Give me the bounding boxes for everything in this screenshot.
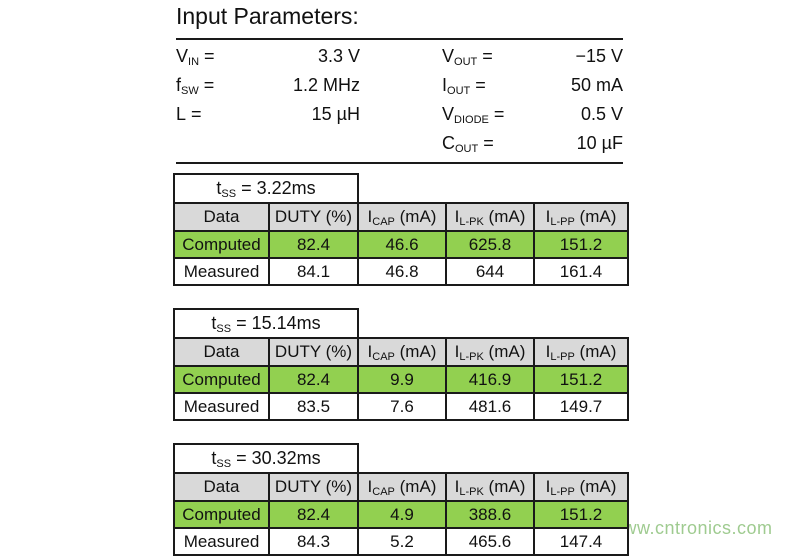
table-header-row: Data DUTY (%) ICAP (mA) IL-PK (mA) IL-PP…: [173, 337, 629, 367]
row-label-cell: Computed: [173, 230, 270, 259]
table-block-tss-15-14ms: tSS = 15.14ms Data DUTY (%) ICAP (mA) IL…: [173, 308, 629, 421]
page-title: Input Parameters:: [176, 3, 359, 29]
value-cell: 644: [445, 257, 535, 286]
input-parameters-section: VIN = 3.3 V VOUT = −15 V fSW = 1.2 MHz I…: [176, 38, 623, 164]
header-cell-icap: ICAP (mA): [357, 472, 447, 502]
table-caption: tSS = 15.14ms: [173, 308, 359, 339]
data-table: Data DUTY (%) ICAP (mA) IL-PK (mA) IL-PP…: [173, 202, 629, 286]
value-cell: 147.4: [533, 527, 629, 556]
param-value: 15 µH: [311, 104, 360, 124]
value-cell: 9.9: [357, 365, 447, 394]
parameter-row: COUT = 10 µF: [176, 129, 623, 158]
param-label: VOUT =: [442, 46, 493, 68]
value-cell: 481.6: [445, 392, 535, 421]
header-cell-duty: DUTY (%): [268, 337, 359, 367]
header-cell-icap: ICAP (mA): [357, 202, 447, 232]
table-header-row: Data DUTY (%) ICAP (mA) IL-PK (mA) IL-PP…: [173, 202, 629, 232]
data-table: Data DUTY (%) ICAP (mA) IL-PK (mA) IL-PP…: [173, 472, 629, 556]
measured-row: Measured 84.3 5.2 465.6 147.4: [173, 527, 629, 556]
value-cell: 149.7: [533, 392, 629, 421]
table-caption: tSS = 30.32ms: [173, 443, 359, 474]
value-cell: 416.9: [445, 365, 535, 394]
computed-row: Computed 82.4 4.9 388.6 151.2: [173, 500, 629, 529]
computed-row: Computed 82.4 9.9 416.9 151.2: [173, 365, 629, 394]
computed-row: Computed 82.4 46.6 625.8 151.2: [173, 230, 629, 259]
header-cell-icap: ICAP (mA): [357, 337, 447, 367]
value-cell: 151.2: [533, 365, 629, 394]
value-cell: 388.6: [445, 500, 535, 529]
value-cell: 151.2: [533, 500, 629, 529]
row-label-cell: Measured: [173, 257, 270, 286]
value-cell: 151.2: [533, 230, 629, 259]
parameter-row: L = 15 µH VDIODE = 0.5 V: [176, 100, 623, 129]
value-cell: 4.9: [357, 500, 447, 529]
param-value: −15 V: [575, 46, 623, 66]
param-label: L =: [176, 104, 202, 124]
param-label: IOUT =: [442, 75, 486, 97]
row-label-cell: Computed: [173, 365, 270, 394]
param-label: fSW =: [176, 75, 215, 97]
param-value: 0.5 V: [580, 104, 623, 124]
value-cell: 5.2: [357, 527, 447, 556]
value-cell: 7.6: [357, 392, 447, 421]
value-cell: 82.4: [268, 230, 359, 259]
table-block-tss-3-22ms: tSS = 3.22ms Data DUTY (%) ICAP (mA) IL-…: [173, 173, 629, 286]
header-cell-duty: DUTY (%): [268, 472, 359, 502]
table-header-row: Data DUTY (%) ICAP (mA) IL-PK (mA) IL-PP…: [173, 472, 629, 502]
header-cell-ilpk: IL-PK (mA): [445, 472, 535, 502]
header-cell-data: Data: [173, 202, 270, 232]
measured-row: Measured 84.1 46.8 644 161.4: [173, 257, 629, 286]
row-label-cell: Measured: [173, 527, 270, 556]
header-cell-duty: DUTY (%): [268, 202, 359, 232]
measured-row: Measured 83.5 7.6 481.6 149.7: [173, 392, 629, 421]
header-cell-ilpk: IL-PK (mA): [445, 202, 535, 232]
table-caption: tSS = 3.22ms: [173, 173, 359, 204]
param-label: COUT =: [442, 133, 494, 155]
value-cell: 465.6: [445, 527, 535, 556]
param-value: 10 µF: [576, 133, 623, 153]
param-value: 3.3 V: [317, 46, 360, 66]
data-table: Data DUTY (%) ICAP (mA) IL-PK (mA) IL-PP…: [173, 337, 629, 421]
value-cell: 46.6: [357, 230, 447, 259]
header-cell-data: Data: [173, 472, 270, 502]
value-cell: 82.4: [268, 365, 359, 394]
header-cell-data: Data: [173, 337, 270, 367]
param-value: 50 mA: [570, 75, 623, 95]
header-cell-ilpp: IL-PP (mA): [533, 202, 629, 232]
row-label-cell: Computed: [173, 500, 270, 529]
param-label: VDIODE =: [442, 104, 505, 126]
value-cell: 84.1: [268, 257, 359, 286]
header-cell-ilpk: IL-PK (mA): [445, 337, 535, 367]
header-cell-ilpp: IL-PP (mA): [533, 472, 629, 502]
value-cell: 84.3: [268, 527, 359, 556]
parameter-row: VIN = 3.3 V VOUT = −15 V: [176, 42, 623, 71]
value-cell: 161.4: [533, 257, 629, 286]
header-cell-ilpp: IL-PP (mA): [533, 337, 629, 367]
value-cell: 625.8: [445, 230, 535, 259]
watermark: www.cntronics.com: [610, 518, 773, 538]
param-label: VIN =: [176, 46, 215, 68]
table-block-tss-30-32ms: tSS = 30.32ms Data DUTY (%) ICAP (mA) IL…: [173, 443, 629, 556]
row-label-cell: Measured: [173, 392, 270, 421]
value-cell: 46.8: [357, 257, 447, 286]
param-value: 1.2 MHz: [292, 75, 360, 95]
value-cell: 82.4: [268, 500, 359, 529]
parameter-row: fSW = 1.2 MHz IOUT = 50 mA: [176, 71, 623, 100]
value-cell: 83.5: [268, 392, 359, 421]
